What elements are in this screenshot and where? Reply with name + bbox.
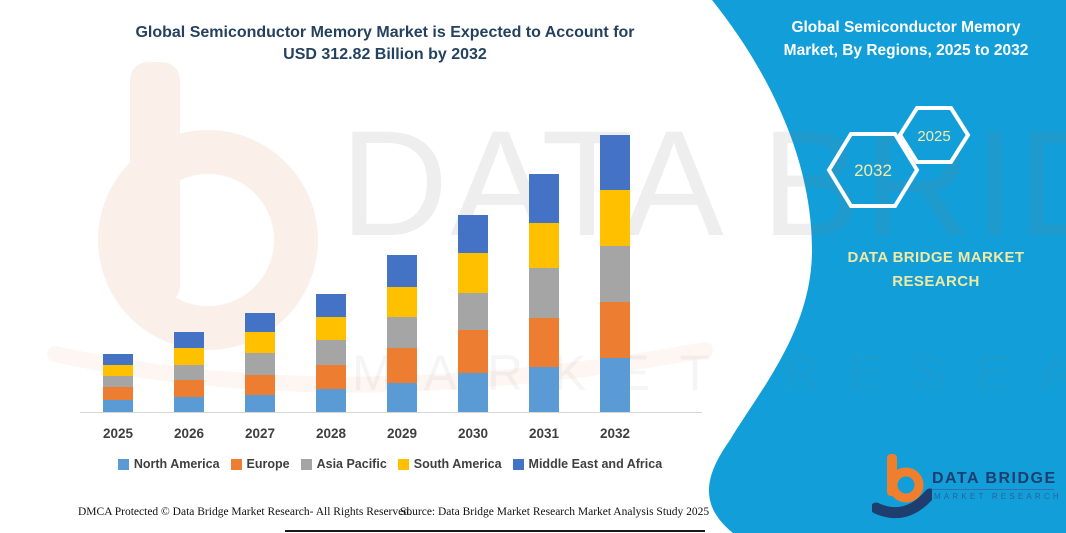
databridge-logo-rule (932, 489, 1054, 490)
databridge-logo-subtext: MARKET RESEARCH (934, 492, 1062, 501)
year-hexagons: 2032 2025 (826, 106, 971, 208)
footer-copyright: DMCA Protected © Data Bridge Market Rese… (78, 506, 412, 518)
bar-segment-2027-europe (245, 374, 275, 395)
bar-segment-2025-asia-pacific (103, 375, 133, 387)
bar-segment-2030-europe (458, 329, 488, 374)
legend-item-north-america: North America (117, 457, 220, 471)
legend-label: Middle East and Africa (528, 457, 663, 471)
bar-segment-2030-asia-pacific (458, 292, 488, 330)
bar-segment-2026-south-america (174, 348, 204, 366)
bar-segment-2029-middle-east-and-africa (387, 254, 417, 287)
bar-segment-2026-europe (174, 380, 204, 398)
bar-segment-2025-north-america (103, 399, 133, 412)
bar-segment-2031-asia-pacific (529, 267, 559, 318)
bar-segment-2028-europe (316, 364, 346, 389)
hexagon-2025-icon (897, 106, 971, 164)
x-axis-label-2026: 2026 (173, 426, 205, 441)
legend-item-south-america: South America (397, 457, 502, 471)
bar-segment-2025-middle-east-and-africa (103, 353, 133, 365)
bar-segment-2027-south-america (245, 331, 275, 353)
chart-title: Global Semiconductor Memory Market is Ex… (80, 22, 690, 66)
bar-segment-2030-south-america (458, 252, 488, 293)
bar-segment-2028-middle-east-and-africa (316, 294, 346, 317)
bar-segment-2030-middle-east-and-africa (458, 214, 488, 253)
hexagon-year-2025: 2025 (917, 128, 950, 145)
chart-title-line1: Global Semiconductor Memory Market is Ex… (135, 24, 635, 41)
hexagon-year-2032: 2032 (854, 161, 892, 180)
x-axis-label-2032: 2032 (599, 426, 631, 441)
bar-segment-2029-asia-pacific (387, 317, 417, 349)
bar-segment-2031-north-america (529, 366, 559, 412)
x-axis-label-2028: 2028 (315, 426, 347, 441)
x-axis-label-2029: 2029 (386, 426, 418, 441)
bar-segment-2029-europe (387, 348, 417, 383)
x-axis-label-2025: 2025 (102, 426, 134, 441)
bar-segment-2032-north-america (600, 358, 630, 412)
bar-segment-2027-middle-east-and-africa (245, 312, 275, 332)
x-axis-label-2030: 2030 (457, 426, 489, 441)
brand-wordmark-line1: DATA BRIDGE MARKET (847, 249, 1025, 266)
bar-segment-2031-south-america (529, 222, 559, 268)
chart-title-line2: USD 312.82 Billion by 2032 (283, 46, 487, 63)
x-axis-line (80, 412, 702, 413)
bar-segment-2032-asia-pacific (600, 245, 630, 302)
bar-segment-2029-south-america (387, 286, 417, 318)
panel-title: Global Semiconductor Memory Market, By R… (756, 16, 1056, 62)
bar-segment-2029-north-america (387, 382, 417, 412)
legend-label: South America (413, 457, 502, 471)
x-axis-label-2027: 2027 (244, 426, 276, 441)
footer-source: Source: Data Bridge Market Research Mark… (400, 506, 710, 518)
bar-segment-2032-europe (600, 301, 630, 359)
bar-segment-2025-south-america (103, 364, 133, 376)
databridge-b-icon (872, 454, 932, 519)
bar-segment-2028-north-america (316, 388, 346, 412)
legend-swatch-icon (397, 458, 409, 470)
bar-segment-2031-europe (529, 317, 559, 367)
bar-segment-2030-north-america (458, 373, 488, 412)
legend-label: Europe (246, 457, 290, 471)
bar-segment-2027-asia-pacific (245, 352, 275, 375)
legend-item-middle-east-and-africa: Middle East and Africa (512, 457, 663, 471)
legend-swatch-icon (230, 458, 242, 470)
bar-segment-2026-middle-east-and-africa (174, 332, 204, 349)
bar-segment-2031-middle-east-and-africa (529, 174, 559, 223)
x-axis-label-2031: 2031 (528, 426, 560, 441)
bar-segment-2026-asia-pacific (174, 365, 204, 381)
panel-title-line2: Market, By Regions, 2025 to 2032 (783, 42, 1029, 59)
brand-wordmark: DATA BRIDGE MARKET RESEARCH (808, 246, 1064, 294)
footer-divider (285, 530, 705, 532)
legend-label: North America (133, 457, 220, 471)
legend-swatch-icon (117, 458, 129, 470)
databridge-logo: DATA BRIDGE MARKET RESEARCH (872, 452, 1062, 522)
hexagon-2032-icon (826, 132, 920, 208)
blue-panel-path (708, 0, 1066, 533)
legend-swatch-icon (512, 458, 524, 470)
bar-segment-2032-south-america (600, 190, 630, 246)
legend-swatch-icon (300, 458, 312, 470)
databridge-logo-name: DATA BRIDGE (932, 470, 1057, 487)
bar-segment-2025-europe (103, 386, 133, 400)
brand-wordmark-line2: RESEARCH (892, 273, 980, 290)
chart-legend: North America Europe Asia Pacific South Ame… (80, 457, 700, 471)
bar-segment-2027-north-america (245, 394, 275, 412)
bar-segment-2026-north-america (174, 397, 204, 412)
bar-segment-2032-middle-east-and-africa (600, 135, 630, 190)
legend-item-europe: Europe (230, 457, 290, 471)
legend-item-asia-pacific: Asia Pacific (300, 457, 387, 471)
legend-label: Asia Pacific (316, 457, 387, 471)
bar-segment-2028-asia-pacific (316, 339, 346, 365)
bar-segment-2028-south-america (316, 316, 346, 340)
panel-title-line1: Global Semiconductor Memory (791, 19, 1021, 36)
